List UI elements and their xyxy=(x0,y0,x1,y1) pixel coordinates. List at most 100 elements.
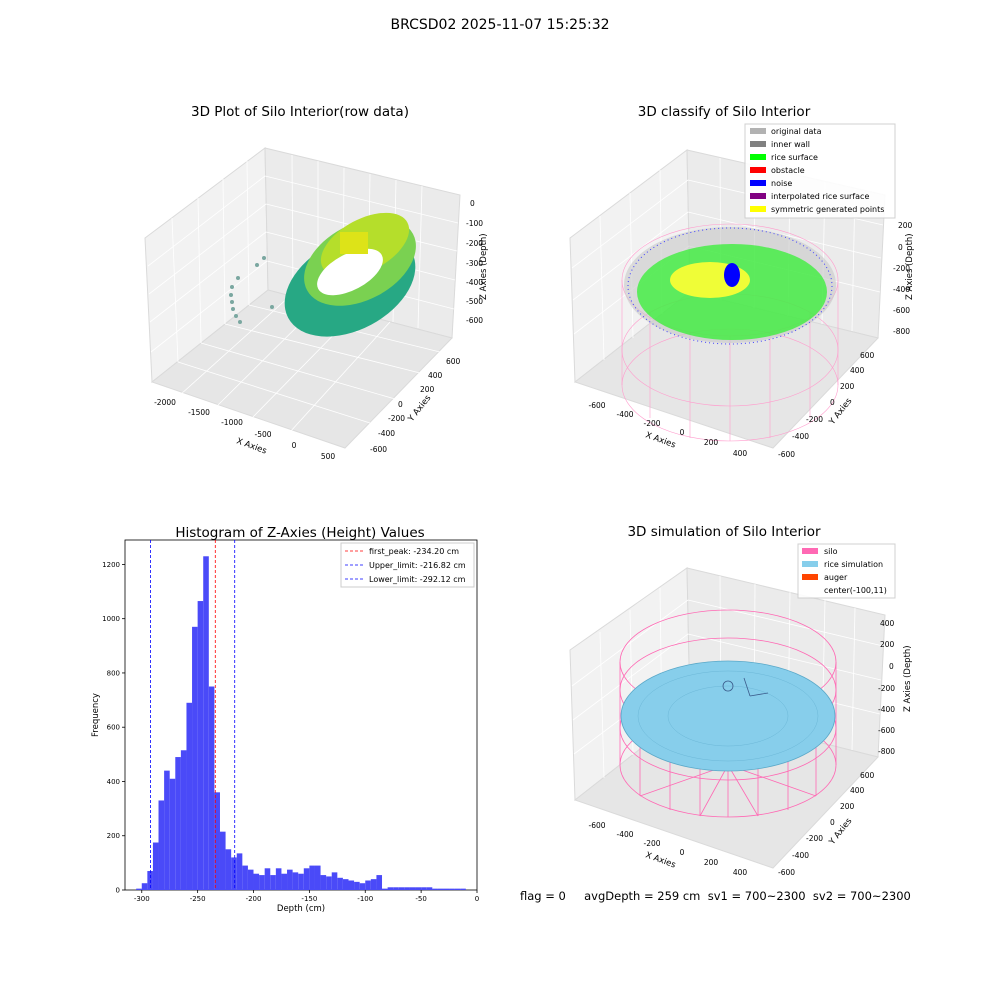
histogram-bar xyxy=(376,875,383,890)
histogram-title: Histogram of Z-Axies (Height) Values xyxy=(175,525,424,541)
histogram-bar xyxy=(387,887,394,890)
z-tick-label: -200 xyxy=(878,684,895,693)
y-tick-label: 0 xyxy=(830,398,835,407)
x-tick-label: -200 xyxy=(643,419,660,428)
histogram-bar xyxy=(404,887,410,890)
z-tick-label: 0 xyxy=(889,662,894,671)
histogram-bar xyxy=(192,626,198,890)
histogram-bar xyxy=(203,556,209,890)
z-tick-label: 0 xyxy=(898,243,903,252)
x-tick-label: -300 xyxy=(134,895,150,903)
y-axis-label: Frequency xyxy=(91,693,101,737)
legend-label: inner wall xyxy=(771,140,810,149)
histogram-bar xyxy=(158,800,165,890)
x-tick-label: -600 xyxy=(588,401,605,410)
z-tick-labels: 400 200 0 -200 -400 -600 -800 xyxy=(878,619,895,756)
legend-label: Upper_limit: -216.82 cm xyxy=(369,561,466,570)
x-tick-label: -200 xyxy=(246,895,262,903)
y-tick-label: 400 xyxy=(107,778,120,786)
x-axis-label: X Axies xyxy=(644,850,677,870)
histogram-bar xyxy=(421,887,427,890)
legend-label: Lower_limit: -292.12 cm xyxy=(369,575,466,584)
y-tick-label: 400 xyxy=(850,366,865,375)
histogram-bar xyxy=(298,873,304,890)
x-tick-label: 500 xyxy=(321,452,336,461)
legend-swatch-rice xyxy=(802,561,818,567)
histogram-bar xyxy=(214,792,220,890)
histogram-bar xyxy=(164,770,170,890)
outlier-points xyxy=(229,256,274,324)
y-tick-label: -400 xyxy=(792,432,809,441)
legend-swatch-auger xyxy=(802,574,818,580)
histogram-bar xyxy=(208,686,215,890)
y-tick-label: 600 xyxy=(860,771,875,780)
y-tick-label: -200 xyxy=(806,834,823,843)
histogram-bar xyxy=(152,842,159,890)
y-tick-labels: -600 -400 -200 0 200 400 600 xyxy=(778,771,875,877)
y-tick-label: 400 xyxy=(850,786,865,795)
legend-label: center(-100,11) xyxy=(824,586,887,595)
legend-label: silo xyxy=(824,547,838,556)
x-tick-label: -600 xyxy=(588,821,605,830)
histogram-legend: first_peak: -234.20 cm Upper_limit: -216… xyxy=(340,542,475,588)
legend-swatch xyxy=(750,206,766,212)
histogram-bar xyxy=(443,888,450,890)
histogram-bar xyxy=(314,865,321,890)
grid-lines xyxy=(147,154,459,433)
histogram-bar xyxy=(275,868,282,890)
x-axis-label: X Axies xyxy=(644,430,677,450)
x-tick-label: -50 xyxy=(415,895,426,903)
x-axis-label: X Axies xyxy=(235,436,268,456)
rice-inner-hole xyxy=(317,248,383,296)
z-tick-label: -400 xyxy=(893,285,910,294)
z-tick-label: 400 xyxy=(880,619,895,628)
histogram-bar xyxy=(169,778,176,890)
z-tick-label: -100 xyxy=(466,219,483,228)
raw-point-cloud xyxy=(284,212,416,337)
x-tick-label: 0 xyxy=(680,848,685,857)
legend: silo rice simulation auger center(-100,1… xyxy=(797,543,896,599)
x-tick-label: -200 xyxy=(643,839,660,848)
y-tick-label: 200 xyxy=(107,832,120,840)
legend-label: obstacle xyxy=(771,166,805,175)
x-tick-label: -500 xyxy=(254,430,271,439)
z-axis-label: Z Axies (Depth) xyxy=(479,233,489,300)
z-tick-label: 200 xyxy=(880,640,895,649)
legend-label: first_peak: -234.20 cm xyxy=(369,547,459,556)
histogram-bar xyxy=(426,887,433,890)
z-tick-label: -200 xyxy=(893,264,910,273)
histogram-bar xyxy=(242,865,248,890)
x-tick-label: 0 xyxy=(292,441,297,450)
y-tick-label: -200 xyxy=(388,414,405,423)
y-tick-label: 1000 xyxy=(102,615,120,623)
histogram-bar xyxy=(409,887,416,890)
histogram-bar xyxy=(236,853,243,890)
histogram-bar xyxy=(147,871,153,890)
histogram-bar xyxy=(186,702,193,890)
x-tick-label: -400 xyxy=(616,830,633,839)
y-tick-label: -600 xyxy=(370,445,387,454)
panel-histogram: Histogram of Z-Axies (Height) Values -30… xyxy=(91,525,479,914)
x-tick-label: -1500 xyxy=(188,408,210,417)
y-tick-label: 1200 xyxy=(102,561,120,569)
y-tick-label: -600 xyxy=(778,450,795,459)
x-ticks: -300 -250 -200 -150 -100 -50 0 xyxy=(134,890,479,903)
panel-1-title: 3D Plot of Silo Interior(row data) xyxy=(191,104,409,120)
pane-floor xyxy=(150,289,453,449)
histogram-bar xyxy=(320,875,327,890)
status-footer: flag = 0 avgDepth = 259 cm sv1 = 700~230… xyxy=(520,889,911,903)
z-tick-label: -300 xyxy=(466,259,483,268)
y-tick-label: 600 xyxy=(446,357,461,366)
x-tick-labels: -600 -400 -200 0 200 400 xyxy=(588,821,747,877)
x-tick-label: 200 xyxy=(704,438,719,447)
histogram-bar xyxy=(264,868,271,890)
legend-label: interpolated rice surface xyxy=(771,192,869,201)
histogram-bar xyxy=(460,888,466,890)
histogram-bar xyxy=(281,873,288,890)
y-tick-label: 0 xyxy=(116,887,120,895)
legend-swatch-silo xyxy=(802,548,818,554)
legend: original data inner wall rice surface ob… xyxy=(744,123,896,219)
legend-swatch xyxy=(750,180,766,186)
y-tick-labels: -600 -400 -200 0 200 400 600 xyxy=(370,357,461,454)
histogram-bar xyxy=(437,888,444,890)
